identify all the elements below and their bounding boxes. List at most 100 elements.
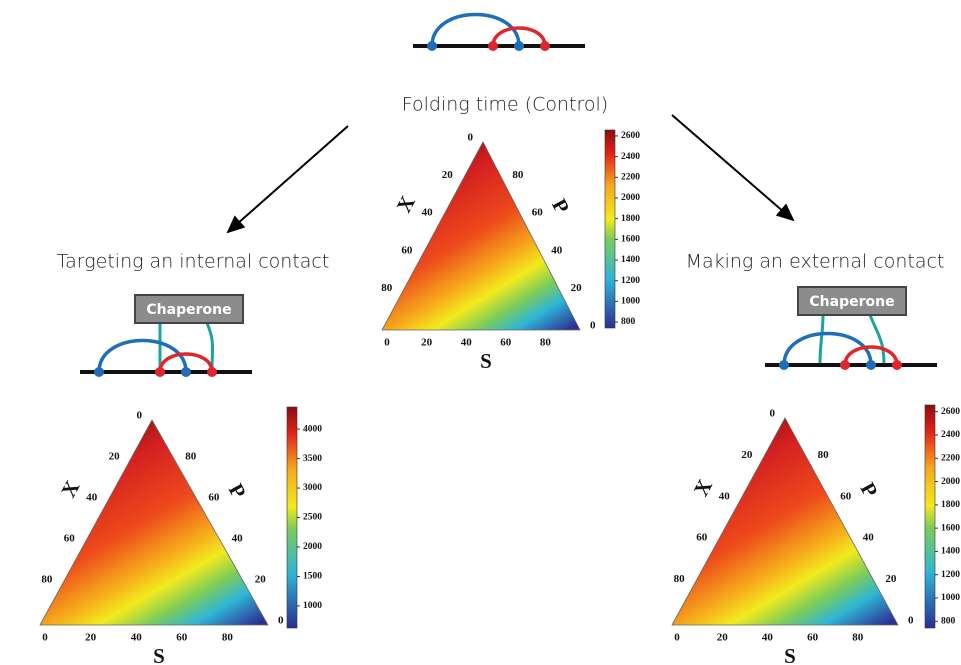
contact-arc [430,12,521,47]
colorbar-tick-label: 1600 [941,523,960,533]
contact-arc [158,352,214,373]
p-tick-label: 20 [255,574,266,586]
residue [514,41,524,51]
residue [427,41,437,51]
arrow [671,114,795,222]
s-tick-label: 0 [674,632,680,644]
s-axis-label: S [153,644,165,665]
s-tick-label: 60 [807,632,819,644]
p-tick-label: 0 [908,615,914,627]
p-tick-label: 20 [885,573,897,585]
x-tick-label: 80 [41,574,53,586]
s-tick-label: 20 [421,337,433,349]
colorbar-tick-label: 2000 [303,542,322,552]
chaperone-link [818,314,825,366]
p-axis-label: P [224,480,251,503]
colorbar-tick-label: 4000 [303,424,322,434]
x-tick-label: 0 [468,132,474,144]
colorbar-tick-label: 1000 [303,601,322,611]
s-tick-label: 40 [461,337,473,349]
colorbar-tick-label: 1500 [303,572,322,582]
colorbar-tick-label: 2400 [941,430,960,440]
chaperone-box [134,294,244,324]
x-tick-label: 40 [86,492,98,504]
x-tick-label: 80 [381,282,393,294]
chaperone-link [868,314,886,366]
colorbar-tick-label: 1000 [941,593,960,603]
colorbar-tick-label: 3500 [303,454,322,464]
x-tick-label: 60 [64,533,76,545]
contact-arc [491,26,547,47]
p-tick-label: 80 [818,449,830,461]
residue [892,360,902,370]
residue [94,367,104,377]
residue [155,367,165,377]
residue [540,41,550,51]
x-tick-label: 20 [109,451,121,463]
p-tick-label: 0 [590,320,596,332]
colorbar-tick-label: 1000 [621,297,640,307]
s-tick-label: 20 [85,632,97,644]
contact-arc [843,345,899,366]
chaperone-label: Chaperone [809,294,894,310]
s-tick-label: 60 [176,632,188,644]
x-tick-label: 60 [696,532,708,544]
x-axis-label: X [56,477,84,502]
residue [779,360,789,370]
colorbar-tick-label: 800 [941,616,956,626]
x-tick-label: 40 [719,490,731,502]
colorbar-tick-label: 2200 [941,453,960,463]
ternary-heatmap [381,141,581,331]
x-tick-label: 20 [442,169,454,181]
colorbar-tick-label: 2000 [941,477,960,487]
p-axis-label: P [547,195,574,218]
s-tick-label: 0 [42,632,48,644]
colorbar-tick-label: 2500 [303,513,322,523]
p-tick-label: 40 [863,532,875,544]
colorbar-tick-label: 800 [621,317,636,327]
x-tick-label: 60 [401,244,413,256]
colorbar [286,406,298,629]
colorbar-tick-label: 1600 [621,235,640,245]
colorbar-tick-label: 1200 [621,276,640,286]
residue [488,41,498,51]
residue [866,360,876,370]
x-tick-label: 80 [674,573,686,585]
s-axis-label: S [480,349,492,373]
p-tick-label: 60 [532,207,544,219]
colorbar-tick-label: 2200 [621,172,640,182]
colorbar [604,129,616,329]
colorbar-tick-label: 1200 [941,570,960,580]
colorbar-tick-label: 1800 [941,500,960,510]
s-tick-label: 40 [762,632,774,644]
x-tick-label: 20 [741,449,753,461]
x-tick-label: 0 [137,410,143,422]
colorbar-tick-label: 1400 [621,255,640,265]
panel-title: Targeting an internal contact [57,251,330,273]
s-tick-label: 20 [717,632,729,644]
s-tick-label: 80 [852,632,864,644]
residue [207,367,217,377]
p-tick-label: 80 [185,451,197,463]
ternary-heatmap [671,417,899,626]
colorbar-tick-label: 2600 [621,131,640,141]
residue [181,367,191,377]
p-tick-label: 20 [571,282,583,294]
arrow [226,125,349,234]
colorbar-tick-label: 2600 [941,407,960,417]
p-tick-label: 40 [551,244,563,256]
chaperone-box [797,286,907,316]
colorbar-tick-label: 2000 [621,193,640,203]
p-tick-label: 40 [232,533,244,545]
colorbar [924,404,936,629]
x-tick-label: 0 [770,408,776,420]
x-tick-label: 40 [422,207,434,219]
colorbar-tick-label: 1800 [621,214,640,224]
s-tick-label: 0 [384,337,390,349]
chaperone-label: Chaperone [146,302,231,318]
s-tick-label: 40 [131,632,143,644]
p-tick-label: 80 [512,169,524,181]
s-axis-label: S [784,644,796,665]
contact-arc [782,331,873,366]
